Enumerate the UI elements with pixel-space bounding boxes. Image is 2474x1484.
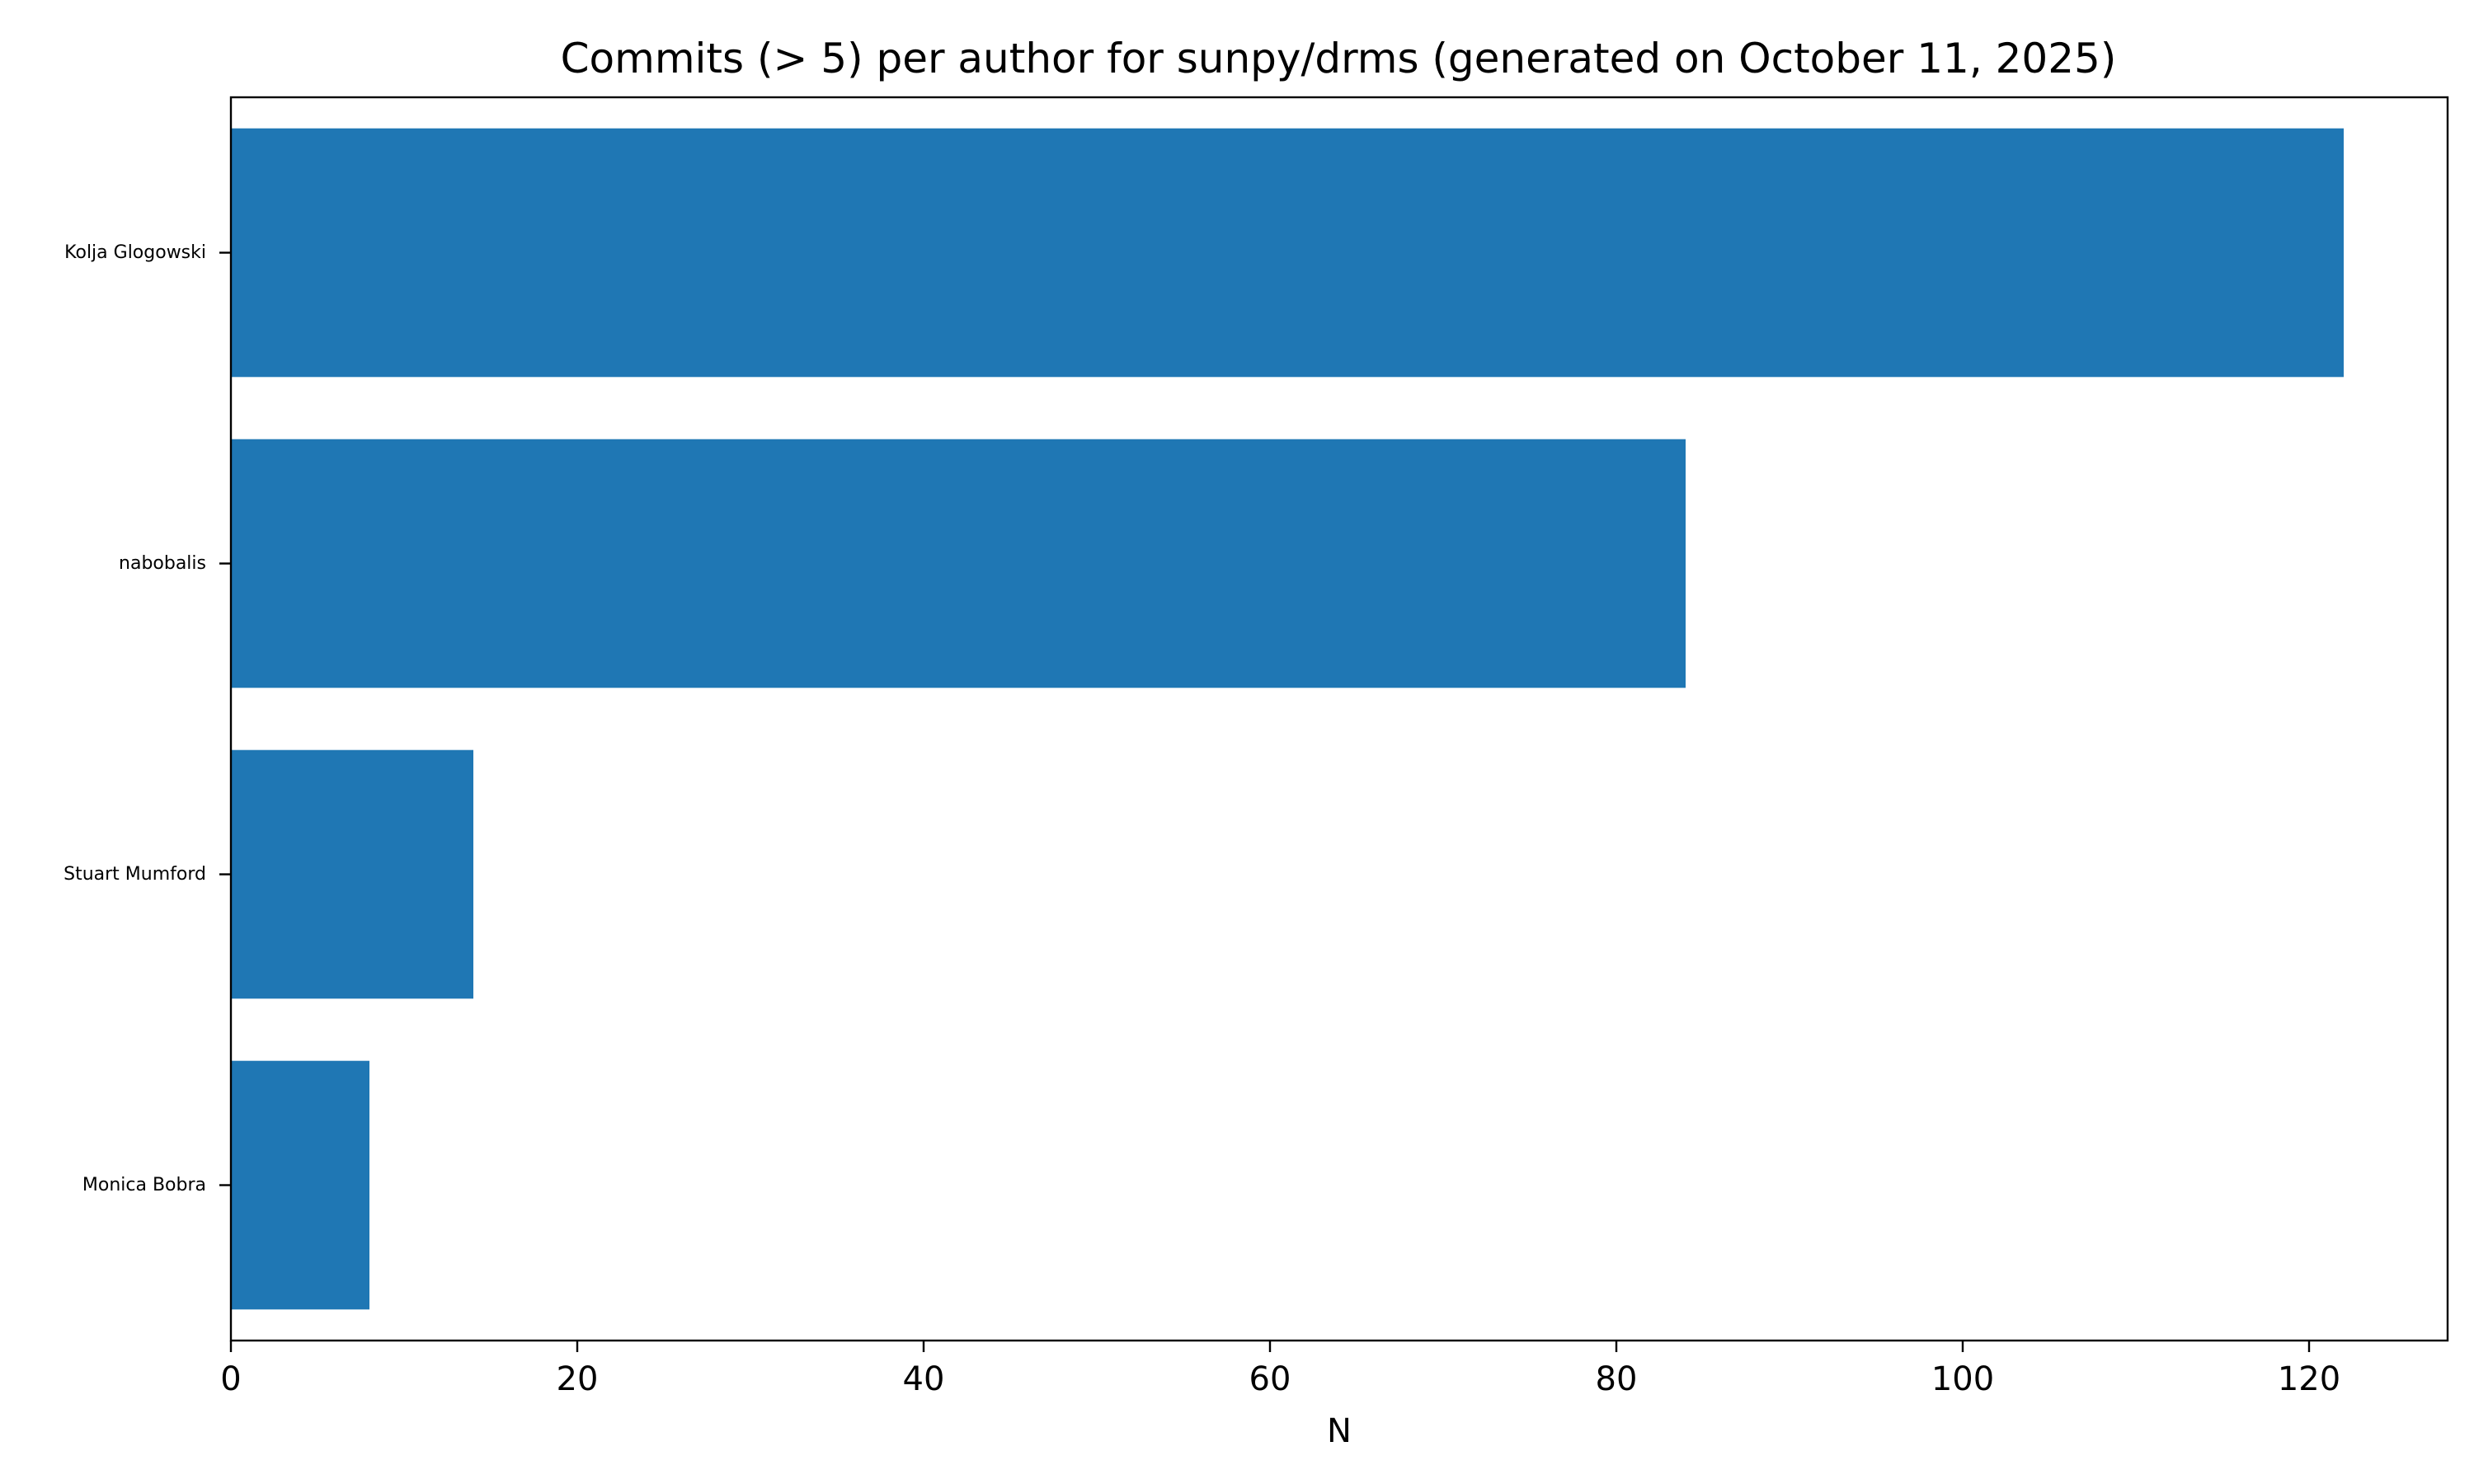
x-tick-label: 0	[220, 1360, 241, 1398]
x-axis-label: N	[1327, 1412, 1352, 1450]
y-axis: Kolja Glogowski nabobalis Stuart Mumford Mo…	[63, 242, 231, 1195]
y-tick-label: nabobalis	[119, 553, 206, 574]
x-tick-label: 40	[903, 1360, 945, 1398]
bars-layer	[231, 128, 2344, 1310]
x-tick-label: 100	[1931, 1360, 1994, 1398]
x-tick-label: 80	[1596, 1360, 1638, 1398]
x-tick-label: 120	[2278, 1360, 2340, 1398]
bar-monica-bobra	[231, 1060, 369, 1310]
bar-stuart-mumford	[231, 749, 473, 999]
bar-kolja-glogowski	[231, 128, 2344, 378]
chart-title: Commits (> 5) per author for sunpy/drms …	[561, 35, 2117, 82]
y-tick-label: Kolja Glogowski	[64, 242, 206, 263]
bar-nabobalis	[231, 439, 1686, 688]
y-tick-label: Monica Bobra	[82, 1175, 206, 1195]
y-tick-label: Stuart Mumford	[63, 864, 206, 885]
plot-frame	[229, 96, 2449, 1342]
x-tick-label: 60	[1249, 1360, 1291, 1398]
x-axis: 0 20 40 60 80 100 120	[220, 1341, 2340, 1398]
x-tick-label: 20	[557, 1360, 599, 1398]
